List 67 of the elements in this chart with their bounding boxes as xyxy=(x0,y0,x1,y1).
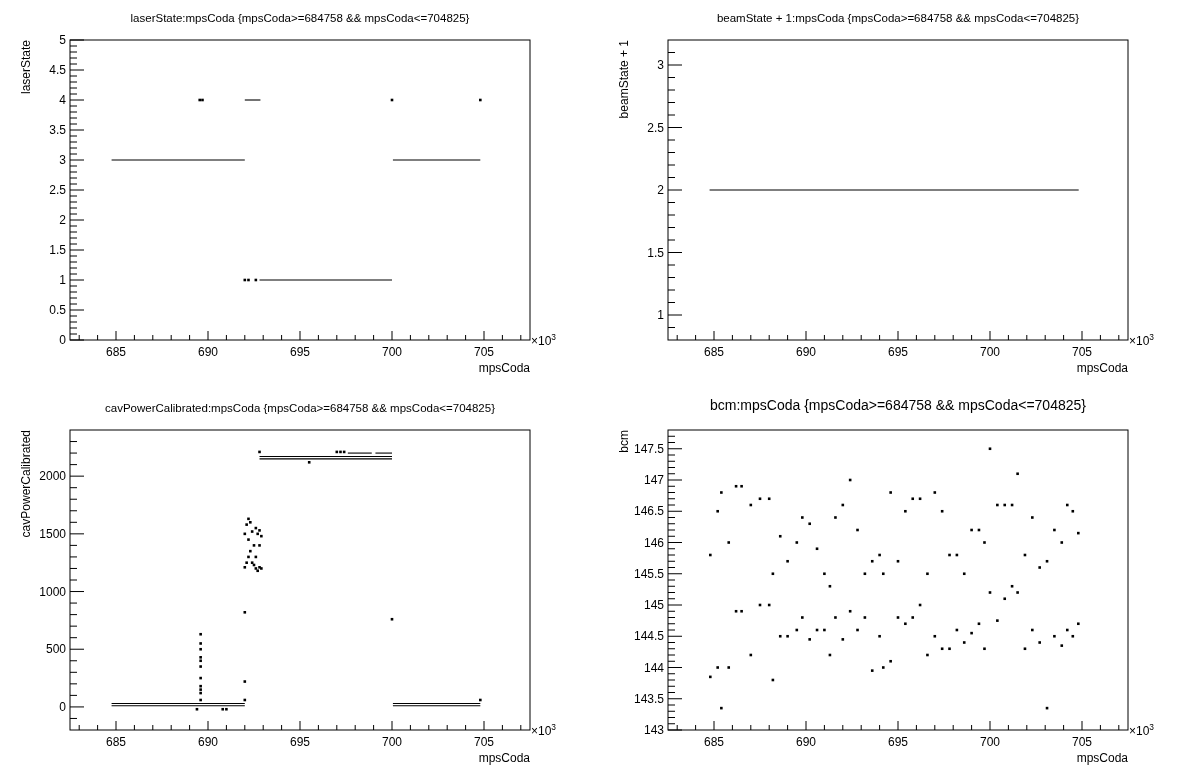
y-axis-title: beamState + 1 xyxy=(617,39,631,119)
y-tick-label: 4 xyxy=(59,93,67,107)
y-tick-label: 0 xyxy=(59,699,67,714)
x-tick-label: 705 xyxy=(473,345,495,359)
x-tick-label: 700 xyxy=(979,735,1001,749)
x-tick-label: 685 xyxy=(703,345,725,359)
y-tick-label: 3 xyxy=(59,153,67,167)
x-tick-label: 700 xyxy=(381,345,403,359)
y-axis-title: laserState xyxy=(19,39,33,95)
y-tick-label: 1 xyxy=(657,308,665,322)
y-tick-label: 2.5 xyxy=(647,120,665,135)
x-tick-label: 685 xyxy=(703,735,725,749)
y-tick-label: 5 xyxy=(59,33,67,47)
y-tick-label: 3 xyxy=(657,58,665,72)
x-tick-label: 695 xyxy=(887,345,909,359)
y-tick-label: 2 xyxy=(657,183,665,197)
y-tick-label: 2.5 xyxy=(49,183,67,197)
y-tick-label: 1.5 xyxy=(647,245,665,260)
y-tick-label: 147 xyxy=(643,473,665,487)
y-tick-label: 2000 xyxy=(39,469,67,484)
y-tick-label: 146 xyxy=(643,535,665,550)
text: ×10$^{3}$ xyxy=(1129,332,1155,348)
y-tick-label: 145.5 xyxy=(633,566,665,581)
y-tick-label: 0.5 xyxy=(49,303,67,317)
x-tick-label: 685 xyxy=(105,735,127,749)
x-tick-label: 695 xyxy=(289,735,311,749)
y-tick-label: 146.5 xyxy=(633,504,665,519)
chart-title: laserState:mpsCoda {mpsCoda>=684758 && mpsCoda<=704825} xyxy=(130,12,470,24)
x-tick-label: 695 xyxy=(887,735,909,749)
y-tick-label: 144.5 xyxy=(633,629,665,644)
chart-title: beamState + 1:mpsCoda {mpsCoda>=684758 && mpsCoda<=704825} xyxy=(716,12,1080,24)
x-axis-title: mpsCoda xyxy=(1076,361,1129,375)
y-tick-label: 4.5 xyxy=(49,63,67,77)
x-tick-label: 690 xyxy=(795,345,817,359)
y-tick-label: 1000 xyxy=(39,584,67,599)
x-tick-label: 705 xyxy=(473,735,495,749)
y-tick-label: 2 xyxy=(59,213,67,227)
y-tick-label: 1 xyxy=(59,273,67,287)
y-tick-label: 143.5 xyxy=(633,691,665,706)
y-tick-label: 147.5 xyxy=(633,441,665,456)
y-tick-label: 145 xyxy=(643,598,665,612)
y-tick-label: 1500 xyxy=(39,526,67,541)
x-tick-label: 690 xyxy=(197,345,219,359)
y-tick-label: 0 xyxy=(59,333,67,347)
y-tick-label: 143 xyxy=(643,723,665,737)
y-tick-label: 3.5 xyxy=(49,123,67,137)
chart-title: bcm:mpsCoda {mpsCoda>=684758 && mpsCoda<=704825} xyxy=(710,397,1087,413)
x-axis-title: mpsCoda xyxy=(1076,751,1129,765)
x-tick-label: 705 xyxy=(1071,735,1093,749)
x-axis-title: mpsCoda xyxy=(478,751,531,765)
x-tick-label: 690 xyxy=(197,735,219,749)
x-tick-label: 705 xyxy=(1071,345,1093,359)
text: ×10$^{3}$ xyxy=(1129,722,1155,738)
x-axis-title: mpsCoda xyxy=(478,361,531,375)
text: ×10$^{3}$ xyxy=(531,332,557,348)
x-tick-label: 700 xyxy=(381,735,403,749)
text: ×10$^{3}$ xyxy=(531,722,557,738)
y-tick-label: 500 xyxy=(45,642,67,657)
y-axis-title: cavPowerCalibrated xyxy=(19,430,33,538)
y-axis-title: bcm xyxy=(617,430,631,453)
x-tick-label: 695 xyxy=(289,345,311,359)
y-tick-label: 144 xyxy=(643,660,665,675)
y-tick-label: 1.5 xyxy=(49,243,67,257)
x-tick-label: 690 xyxy=(795,735,817,749)
x-tick-label: 685 xyxy=(105,345,127,359)
x-tick-label: 700 xyxy=(979,345,1001,359)
chart-title: cavPowerCalibrated:mpsCoda {mpsCoda>=684758 && mpsCoda<=704825} xyxy=(105,402,496,414)
